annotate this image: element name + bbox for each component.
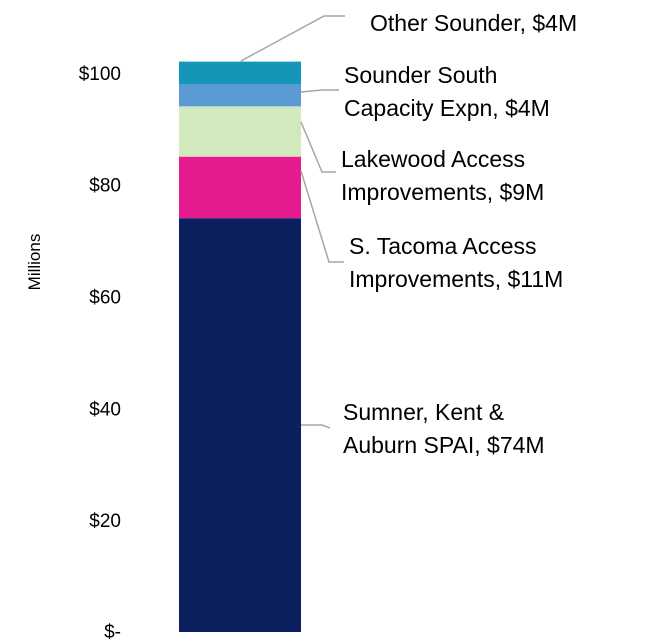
- segment-label-line: S. Tacoma Access: [349, 233, 537, 259]
- segment-label-line: Sounder South: [344, 62, 497, 88]
- segment-labels: Sumner, Kent & Auburn SPAI, $74M S. Tacoma…: [240, 10, 577, 458]
- segment-label-line: Other Sounder, $4M: [370, 10, 577, 36]
- leader-line: [300, 89, 339, 93]
- leader-line: [240, 15, 345, 62]
- bar-segment: [179, 83, 301, 107]
- bar-segment: [179, 106, 301, 157]
- segment-data-label: Other Sounder, $4M: [370, 10, 577, 36]
- segment-label-line: Sumner, Kent &: [343, 399, 504, 425]
- leader-line: [300, 121, 336, 173]
- y-tick-label: $-: [104, 622, 121, 642]
- bar-segment: [179, 61, 301, 84]
- segment-label-line: Capacity Expn, $4M: [344, 95, 550, 121]
- leader-line: [301, 424, 331, 429]
- segment-data-label: Sounder South Capacity Expn, $4M: [344, 62, 550, 121]
- segment-data-label: Sumner, Kent & Auburn SPAI, $74M: [343, 399, 545, 458]
- leader-line: [300, 170, 344, 263]
- bar-segment: [179, 218, 301, 632]
- segment-label-line: Auburn SPAI, $74M: [343, 432, 545, 458]
- y-tick-label: $20: [89, 511, 121, 532]
- bar-stack: [179, 61, 301, 632]
- segment-label-line: Lakewood Access: [341, 146, 525, 172]
- y-tick-label: $100: [79, 64, 121, 85]
- segment-label-line: Improvements, $11M: [349, 266, 563, 292]
- segment-data-label: S. Tacoma Access Improvements, $11M: [349, 233, 563, 292]
- bar-segment: [179, 156, 301, 219]
- y-tick-label: $80: [89, 176, 121, 197]
- y-tick-label: $60: [89, 287, 121, 308]
- segment-data-label: Lakewood Access Improvements, $9M: [341, 146, 544, 205]
- segment-label-line: Improvements, $9M: [341, 179, 544, 205]
- y-axis-label: Millions: [25, 234, 44, 291]
- y-axis: $- $20 $40 $60 $80 $100: [79, 64, 121, 642]
- y-tick-label: $40: [89, 399, 121, 420]
